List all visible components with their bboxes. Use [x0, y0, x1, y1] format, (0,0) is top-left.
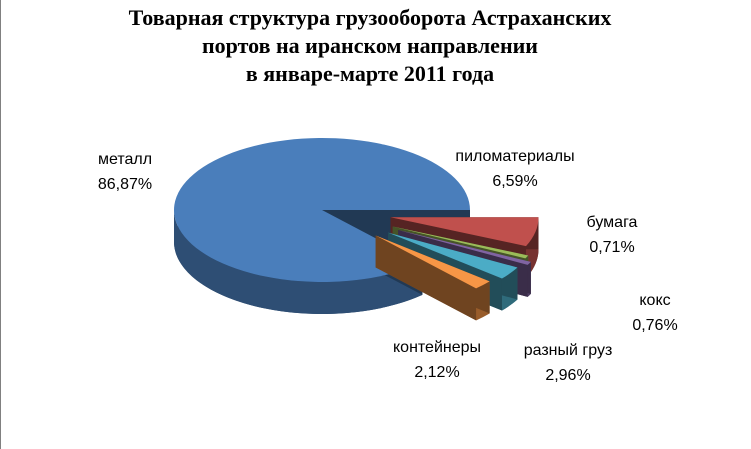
slice	[392, 226, 529, 259]
slice	[174, 137, 471, 282]
value-label: 2,12%	[414, 364, 459, 381]
slice	[375, 235, 490, 289]
chart-title: в январе-марте 2011 года	[246, 61, 494, 86]
chart-title: Товарная структура грузооборота Астрахан…	[129, 5, 612, 30]
slice	[398, 229, 531, 265]
slice	[390, 217, 539, 247]
value-label: 6,59%	[492, 173, 537, 190]
slice-side	[174, 210, 423, 315]
slice	[388, 232, 518, 279]
value-label: 86,87%	[98, 176, 152, 193]
slice-label: разный груз	[524, 342, 613, 359]
slice-wall	[375, 235, 477, 321]
chart-title: портов на иранском направлении	[202, 33, 538, 58]
slice-label: пиломатериалы	[455, 148, 574, 165]
slice-label: бумага	[587, 214, 638, 231]
slice-label: металл	[98, 151, 152, 168]
value-label: 0,71%	[589, 239, 634, 256]
slice-label: кокс	[639, 292, 670, 309]
value-label: 0,76%	[632, 317, 677, 334]
value-label: 2,96%	[545, 367, 590, 384]
slice-label: контейнеры	[393, 339, 481, 356]
